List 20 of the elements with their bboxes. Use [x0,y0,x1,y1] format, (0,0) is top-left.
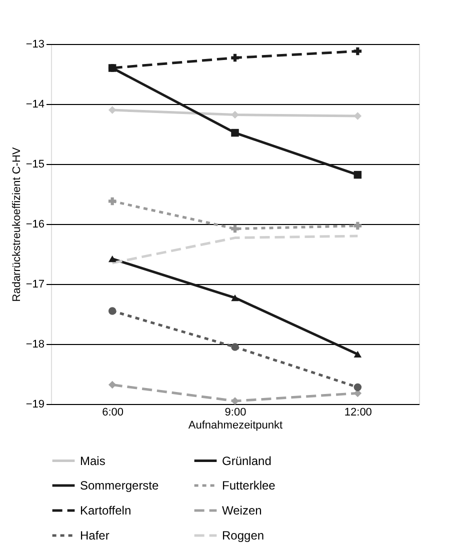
legend-label: Futterklee [222,478,276,492]
legend-label: Mais [80,454,106,468]
x-tick-label: 12:00 [344,406,372,418]
y-tick-label: −16 [26,218,44,230]
y-tick-label: −14 [26,98,44,110]
y-axis-title: Radarrückstreukoeffizient C-HV [10,146,23,302]
y-tick-label: −13 [26,38,44,50]
legend-label: Weizen [222,504,262,518]
x-axis-title: Aufnahmezeitpunkt [188,420,283,432]
legend-label: Kartoffeln [80,504,132,518]
x-tick-label: 6:00 [102,406,124,418]
legend-label: Hafer [80,528,110,542]
y-tick-label: −15 [26,158,44,170]
y-tick-label: −19 [26,398,44,410]
y-tick-label: −18 [26,338,44,350]
y-tick-label: −17 [26,278,44,290]
legend-label: Roggen [222,528,264,542]
legend-label: Grünland [222,454,272,468]
x-tick-label: 9:00 [224,406,246,418]
legend-label: Sommergerste [80,478,160,492]
